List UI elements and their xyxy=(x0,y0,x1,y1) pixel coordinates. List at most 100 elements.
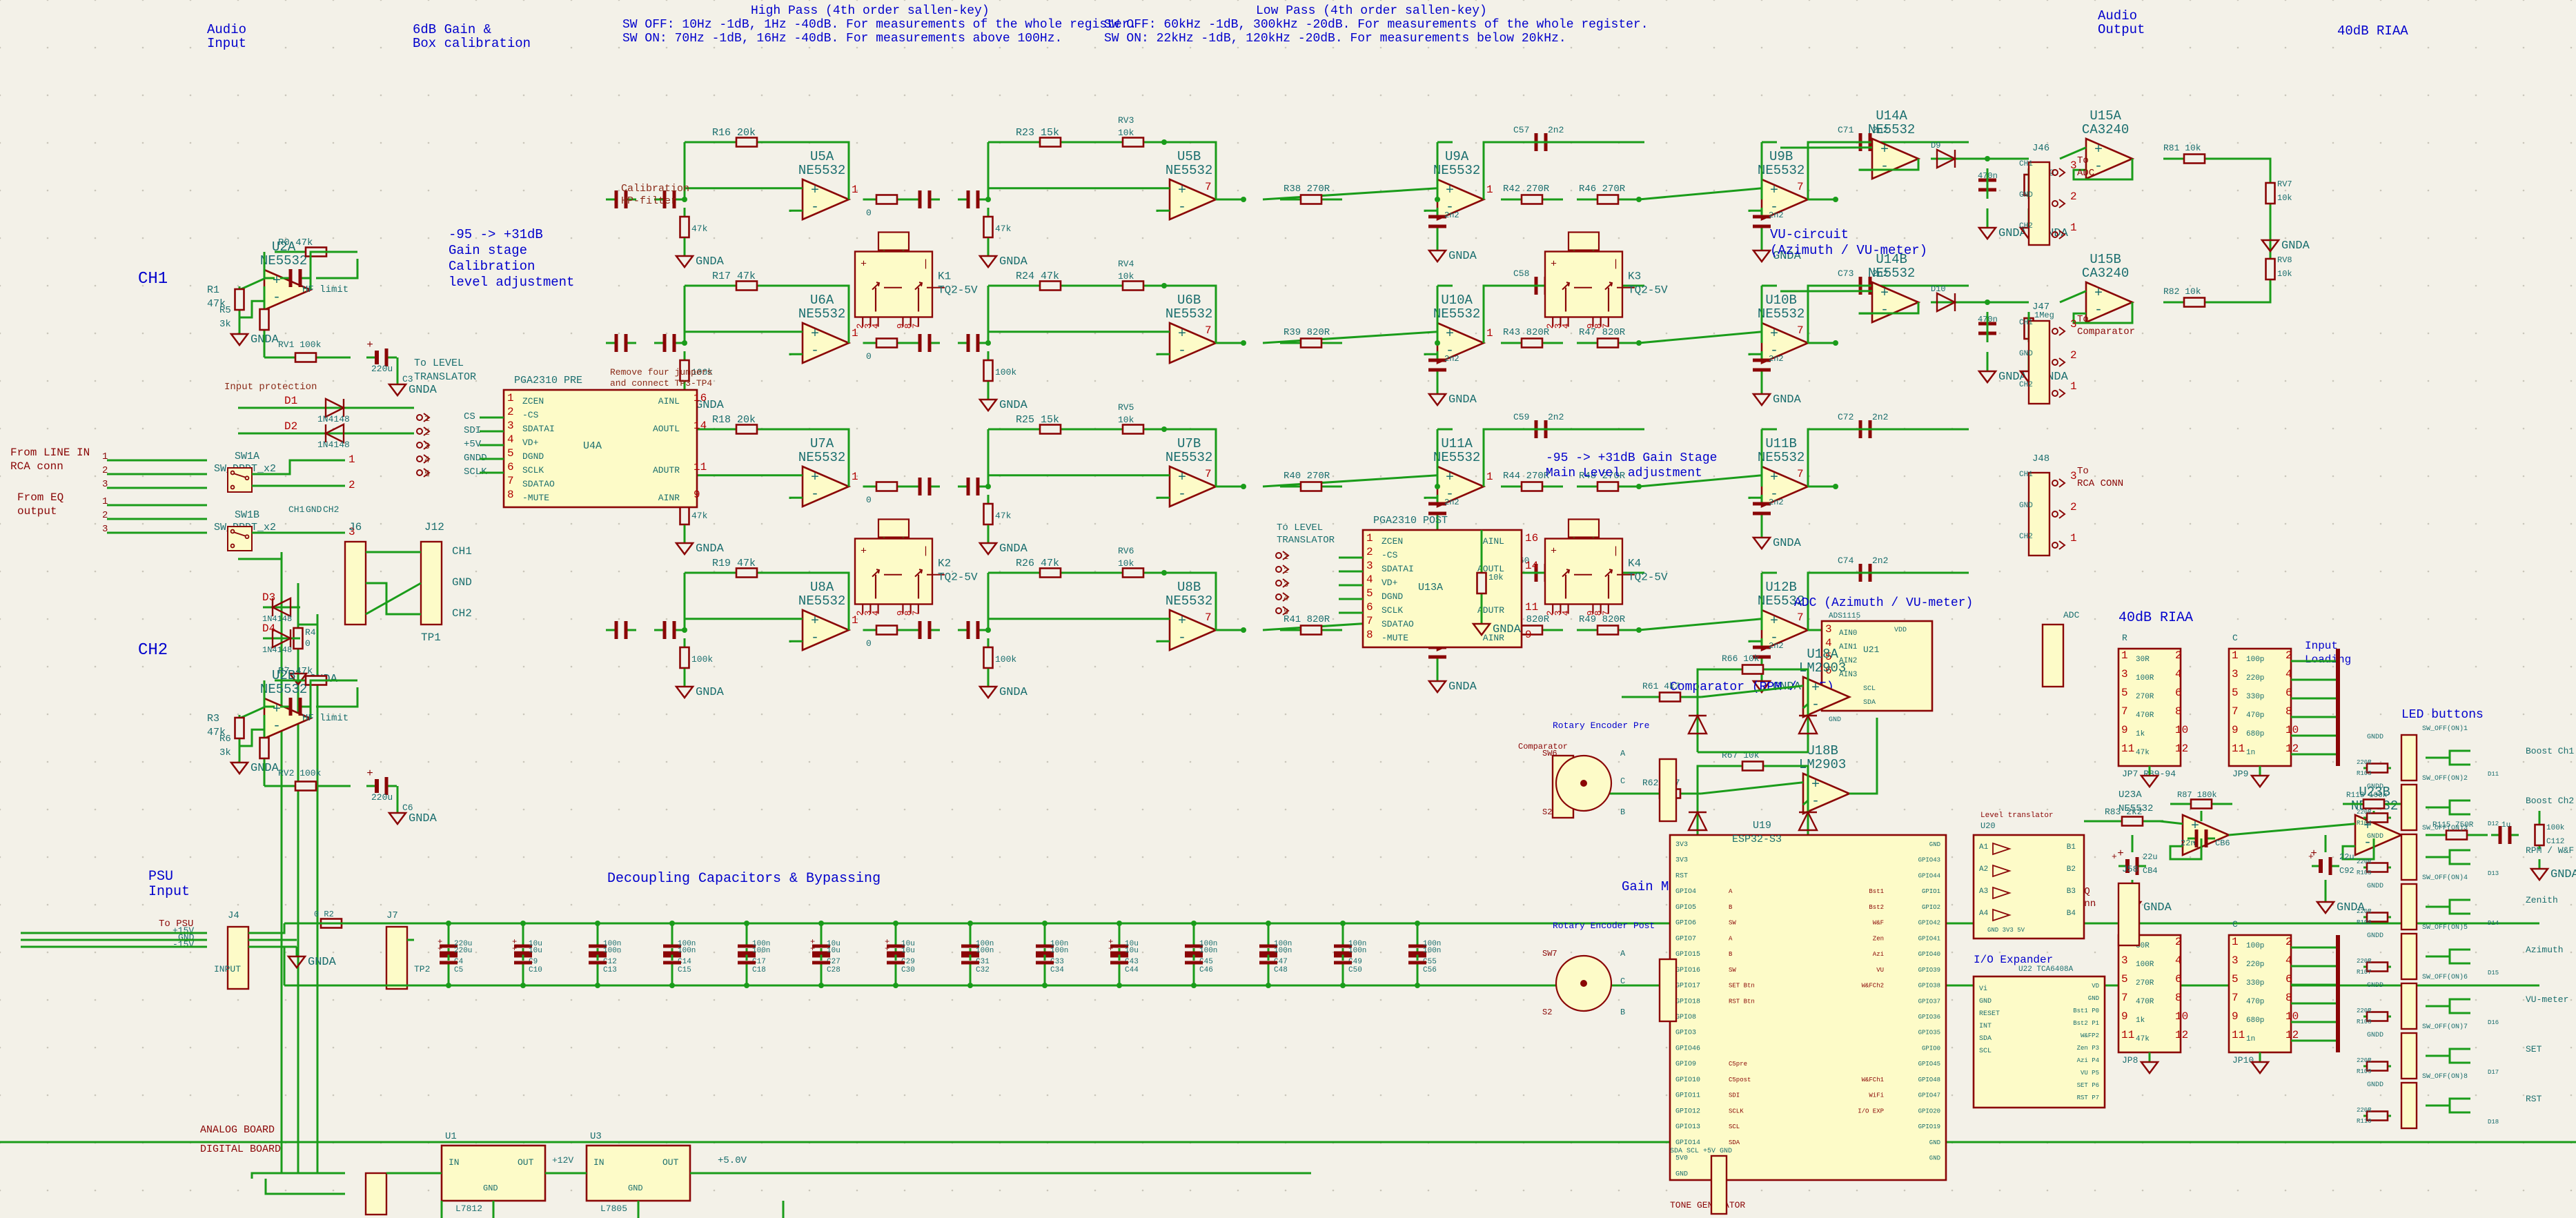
svg-text:PGA2310 PRE: PGA2310 PRE xyxy=(514,375,582,386)
svg-text:SDA: SDA xyxy=(1729,1139,1740,1146)
svg-text:GPIO20: GPIO20 xyxy=(1918,1108,1940,1114)
svg-text:5: 5 xyxy=(2232,687,2239,699)
svg-text:U4A: U4A xyxy=(583,440,602,452)
svg-text:100p: 100p xyxy=(2246,942,2264,950)
svg-text:3V3: 3V3 xyxy=(1675,841,1688,849)
svg-text:+5V: +5V xyxy=(464,439,482,450)
svg-text:3: 3 xyxy=(2070,470,2077,482)
svg-text:14: 14 xyxy=(694,420,707,432)
svg-text:+: + xyxy=(1880,286,1889,302)
svg-text:1N4148: 1N4148 xyxy=(262,645,292,655)
svg-text:30R: 30R xyxy=(2136,656,2150,664)
svg-text:100p: 100p xyxy=(2246,656,2264,664)
svg-text:3: 3 xyxy=(1284,580,1288,589)
svg-text:+: + xyxy=(1770,613,1778,629)
svg-text:U9B: U9B xyxy=(1769,149,1793,164)
svg-text:1: 1 xyxy=(2232,649,2239,662)
svg-text:RV3: RV3 xyxy=(1118,115,1134,126)
svg-text:R24 47k: R24 47k xyxy=(1016,271,1059,282)
svg-text:TP2: TP2 xyxy=(414,964,430,974)
svg-text:RV7: RV7 xyxy=(2277,179,2292,189)
svg-text:1: 1 xyxy=(1486,184,1493,196)
svg-text:|: | xyxy=(923,259,929,271)
svg-text:5: 5 xyxy=(1284,607,1288,617)
svg-text:TQ2-5V: TQ2-5V xyxy=(1628,284,1668,296)
svg-text:Loading: Loading xyxy=(2305,654,2351,666)
svg-text:D3: D3 xyxy=(262,591,275,604)
svg-text:D4: D4 xyxy=(262,622,275,635)
svg-text:TQ2-5V: TQ2-5V xyxy=(938,571,978,583)
svg-text:2: 2 xyxy=(2070,190,2077,203)
svg-text:CA3240: CA3240 xyxy=(2082,122,2129,137)
svg-text:K4: K4 xyxy=(1628,557,1641,569)
svg-text:22n: 22n xyxy=(2181,838,2196,848)
svg-text:GPIO6: GPIO6 xyxy=(1675,920,1696,927)
svg-text:7: 7 xyxy=(2121,705,2128,718)
svg-text:7: 7 xyxy=(1366,615,1373,627)
svg-text:GPIO44: GPIO44 xyxy=(1918,872,1940,879)
svg-text:270R: 270R xyxy=(2136,693,2154,701)
svg-text:VD+: VD+ xyxy=(1382,578,1398,588)
svg-text:RST: RST xyxy=(1675,872,1688,880)
svg-text:Boost Ch1: Boost Ch1 xyxy=(2526,746,2574,756)
svg-text:CH2: CH2 xyxy=(323,504,339,515)
svg-text:SW OFF: 60kHz -1dB, 300kHz -20: SW OFF: 60kHz -1dB, 300kHz -20dB. For me… xyxy=(1104,18,1649,32)
svg-text:-MUTE: -MUTE xyxy=(1382,633,1408,643)
svg-text:1: 1 xyxy=(1486,471,1493,483)
svg-text:CH1: CH1 xyxy=(2019,319,2033,327)
svg-text:A3: A3 xyxy=(1979,887,1988,896)
svg-text:-: - xyxy=(1178,630,1186,646)
svg-text:NE5532: NE5532 xyxy=(1758,163,1805,178)
svg-text:4: 4 xyxy=(1561,323,1571,328)
svg-text:GPIO18: GPIO18 xyxy=(1675,998,1700,1005)
svg-text:4: 4 xyxy=(1284,593,1288,603)
svg-text:7: 7 xyxy=(1797,611,1804,624)
svg-text:ADUTR: ADUTR xyxy=(653,465,680,475)
svg-text:100n: 100n xyxy=(1050,947,1068,955)
svg-text:JP10: JP10 xyxy=(2232,1055,2254,1065)
svg-text:6dB Gain &: 6dB Gain & xyxy=(413,22,491,37)
svg-text:D11: D11 xyxy=(2488,771,2499,778)
svg-text:10k: 10k xyxy=(2277,269,2292,279)
svg-text:JP9: JP9 xyxy=(2232,769,2248,779)
svg-text:A: A xyxy=(1729,935,1733,942)
svg-text:5: 5 xyxy=(507,447,514,460)
svg-text:SW OFF: 10Hz -1dB, 1Hz -40dB.: SW OFF: 10Hz -1dB, 1Hz -40dB. For measur… xyxy=(622,18,1137,32)
svg-text:GNDA: GNDA xyxy=(999,399,1028,412)
svg-text:VU: VU xyxy=(1876,967,1884,974)
svg-text:R105: R105 xyxy=(2357,870,2372,876)
svg-text:GNDA: GNDA xyxy=(999,542,1028,556)
svg-text:R82 10k: R82 10k xyxy=(2163,286,2201,297)
svg-text:NE5532: NE5532 xyxy=(798,450,845,465)
svg-text:U13A: U13A xyxy=(1418,582,1443,593)
svg-text:U18B: U18B xyxy=(1807,743,1838,758)
svg-text:+: + xyxy=(1551,259,1557,271)
svg-text:L7812: L7812 xyxy=(455,1204,482,1214)
svg-text:R18 20k: R18 20k xyxy=(712,414,756,426)
svg-text:10: 10 xyxy=(2175,1010,2188,1023)
svg-text:3V3: 3V3 xyxy=(1675,857,1688,865)
svg-text:VU P5: VU P5 xyxy=(2081,1070,2099,1077)
svg-text:NE5532: NE5532 xyxy=(1166,306,1212,322)
svg-text:GND: GND xyxy=(1929,841,1940,848)
svg-text:Rotary Encoder Post: Rotary Encoder Post xyxy=(1553,921,1655,931)
svg-text:GNDD: GNDD xyxy=(2367,883,2383,890)
svg-text:GNDA: GNDA xyxy=(999,686,1028,699)
svg-text:AIN0: AIN0 xyxy=(1839,629,1857,638)
svg-text:330p: 330p xyxy=(2246,693,2264,701)
svg-text:RCA conn: RCA conn xyxy=(10,460,63,473)
svg-text:A: A xyxy=(1620,749,1626,758)
svg-text:U5B: U5B xyxy=(1177,149,1201,164)
svg-text:I/O EXP: I/O EXP xyxy=(1858,1108,1884,1114)
svg-text:11: 11 xyxy=(2121,1029,2134,1041)
svg-text:+: + xyxy=(1178,326,1186,342)
svg-text:4: 4 xyxy=(507,433,514,446)
svg-text:R6: R6 xyxy=(219,734,231,745)
svg-text:-: - xyxy=(273,290,281,306)
svg-text:4: 4 xyxy=(1366,573,1373,586)
svg-text:R5: R5 xyxy=(219,305,231,316)
svg-text:-: - xyxy=(811,630,819,646)
svg-text:5: 5 xyxy=(2121,973,2128,985)
svg-text:NE5532: NE5532 xyxy=(1868,122,1915,137)
svg-text:C10: C10 xyxy=(529,966,542,974)
